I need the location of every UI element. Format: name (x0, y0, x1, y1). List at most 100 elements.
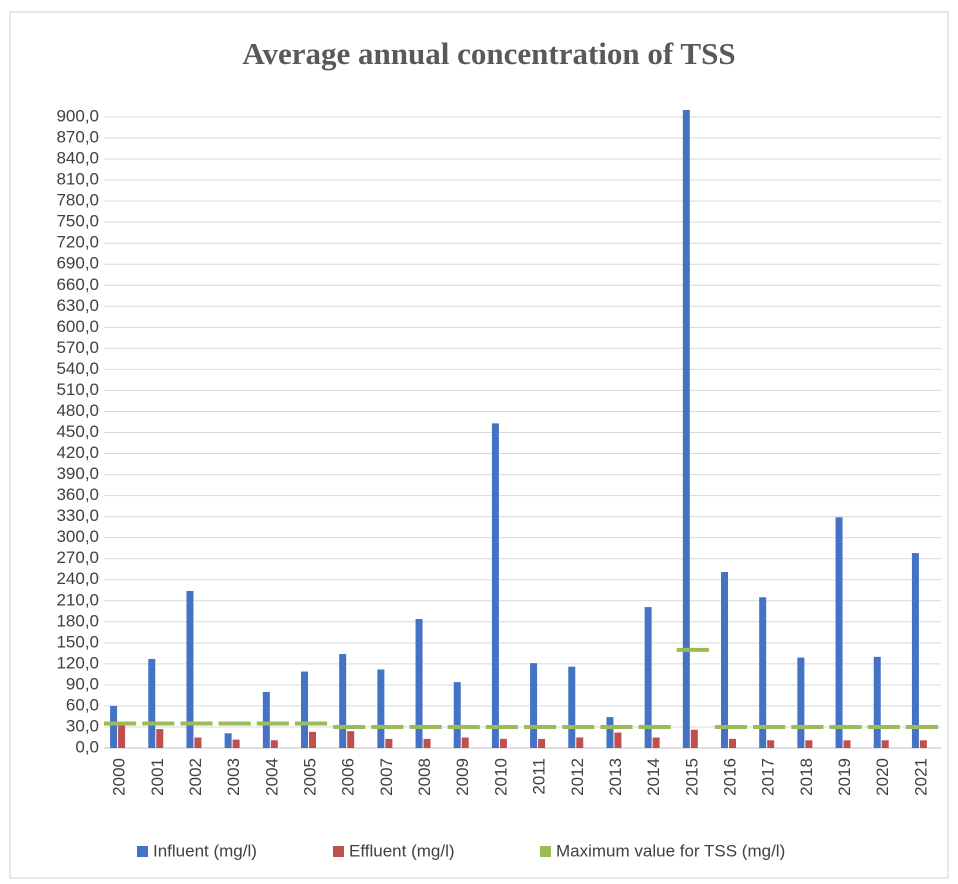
y-tick-label: 450,0 (56, 422, 99, 441)
bar (186, 590, 194, 748)
bar (759, 597, 767, 748)
bar (262, 691, 270, 748)
y-tick-label: 900,0 (56, 106, 99, 125)
bar (911, 553, 919, 748)
y-tick-label: 600,0 (56, 317, 99, 336)
bar (835, 517, 843, 748)
x-tick-label: 2008 (415, 758, 434, 796)
bar (767, 740, 775, 748)
y-tick-label: 390,0 (56, 464, 99, 483)
x-tick-label: 2001 (148, 758, 167, 796)
y-tick-label: 570,0 (56, 338, 99, 357)
y-tick-label: 270,0 (56, 548, 99, 567)
legend-swatch (137, 846, 148, 857)
y-tick-label: 810,0 (56, 170, 99, 189)
x-tick-label: 2020 (873, 758, 892, 796)
x-tick-label: 2013 (606, 758, 625, 796)
bar (530, 663, 538, 748)
bar (568, 666, 576, 748)
bar (721, 572, 728, 748)
bar (690, 729, 698, 748)
y-tick-label: 780,0 (56, 191, 99, 210)
x-tick-label: 2015 (682, 758, 701, 796)
y-tick-label: 330,0 (56, 506, 99, 525)
legend-swatch (540, 846, 551, 857)
bar (301, 671, 308, 748)
y-tick-label: 120,0 (56, 653, 99, 672)
bar (797, 657, 805, 748)
bar (347, 731, 355, 748)
y-tick-label: 630,0 (56, 296, 99, 315)
bar (423, 738, 431, 748)
y-tick-label: 840,0 (56, 149, 99, 168)
bar (377, 669, 385, 748)
bar (339, 654, 347, 748)
y-tick-label: 690,0 (56, 254, 99, 273)
legend-label: Maximum value for TSS (mg/l) (556, 841, 785, 860)
chart-title: Average annual concentration of TSS (242, 36, 735, 71)
x-tick-label: 2019 (835, 758, 854, 796)
bar (652, 737, 660, 748)
bar (873, 656, 881, 748)
y-tick-label: 750,0 (56, 212, 99, 231)
bar (156, 729, 164, 748)
x-tick-label: 2011 (530, 758, 549, 795)
x-tick-label: 2002 (186, 758, 205, 796)
x-tick-label: 2005 (300, 758, 319, 796)
x-tick-label: 2000 (110, 758, 129, 796)
y-tick-label: 90,0 (66, 674, 99, 693)
x-tick-label: 2021 (911, 758, 930, 796)
chart-border (9, 11, 949, 879)
y-tick-label: 30,0 (66, 716, 99, 735)
y-tick-label: 210,0 (56, 590, 99, 609)
y-tick-label: 150,0 (56, 632, 99, 651)
y-tick-label: 720,0 (56, 233, 99, 252)
y-tick-label: 60,0 (66, 695, 99, 714)
y-tick-label: 0,0 (75, 737, 99, 756)
x-tick-label: 2016 (720, 758, 739, 796)
y-tick-label: 540,0 (56, 359, 99, 378)
bar (270, 740, 278, 748)
y-tick-label: 660,0 (56, 275, 99, 294)
bar (729, 738, 736, 748)
bar (614, 732, 622, 748)
bar (576, 737, 584, 748)
y-tick-label: 420,0 (56, 443, 99, 462)
bar (538, 738, 546, 748)
x-tick-label: 2006 (339, 758, 358, 796)
y-tick-label: 480,0 (56, 401, 99, 420)
bar (919, 740, 927, 748)
legend-label: Influent (mg/l) (153, 841, 257, 860)
x-tick-label: 2007 (377, 758, 396, 796)
bar (118, 723, 126, 748)
bar (148, 658, 156, 748)
bar (606, 717, 614, 748)
x-tick-label: 2017 (759, 758, 778, 796)
bar (843, 740, 851, 748)
y-tick-label: 240,0 (56, 569, 99, 588)
bar (224, 733, 232, 748)
bar (881, 740, 889, 748)
bar (682, 109, 690, 748)
bar (491, 423, 499, 748)
bar (309, 731, 316, 748)
legend-label: Effluent (mg/l) (349, 841, 455, 860)
y-tick-label: 180,0 (56, 611, 99, 630)
bar (453, 682, 461, 748)
bar (232, 739, 240, 748)
x-tick-label: 2004 (262, 758, 281, 796)
bar (194, 737, 202, 748)
bar (499, 738, 507, 748)
y-tick-label: 510,0 (56, 380, 99, 399)
x-tick-label: 2010 (491, 758, 510, 796)
legend-swatch (333, 846, 344, 857)
bar (385, 738, 393, 748)
x-tick-label: 2014 (644, 758, 663, 796)
y-tick-label: 360,0 (56, 485, 99, 504)
bar (110, 705, 118, 748)
x-tick-label: 2003 (224, 758, 243, 796)
y-tick-label: 870,0 (56, 128, 99, 147)
x-tick-label: 2012 (568, 758, 587, 796)
x-tick-label: 2009 (453, 758, 472, 796)
